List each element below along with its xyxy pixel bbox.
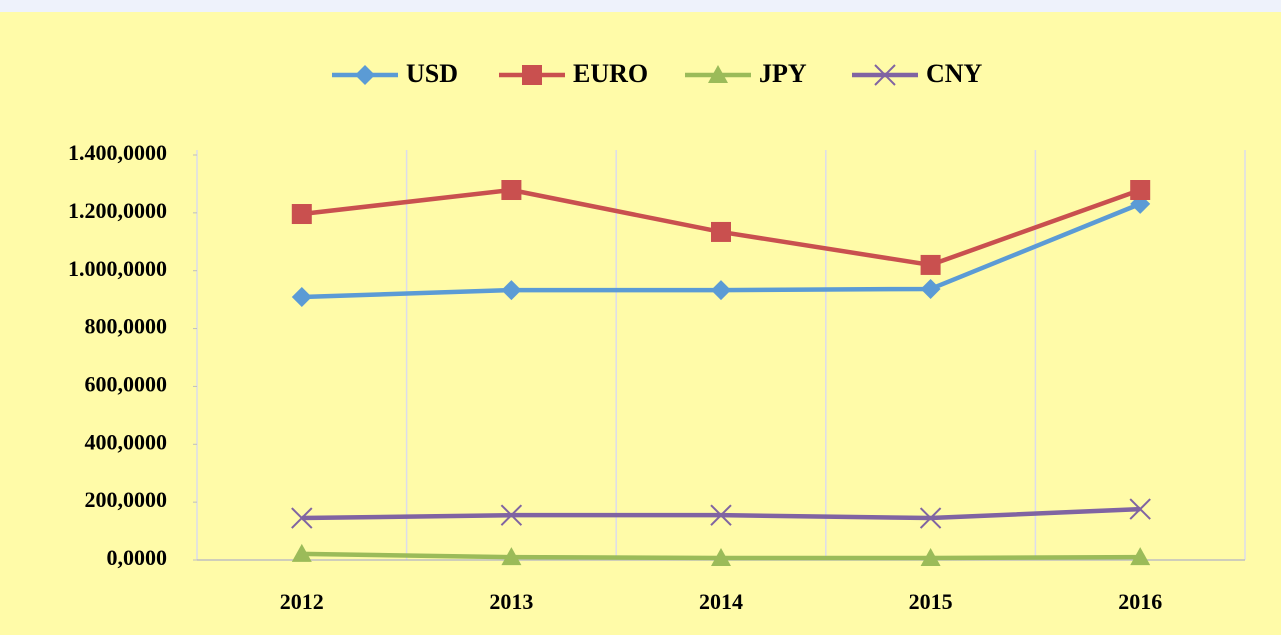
y-tick-label: 400,0000 bbox=[85, 429, 168, 454]
point bbox=[711, 221, 731, 242]
y-tick-label: 1.400,0000 bbox=[68, 140, 167, 165]
legend-item: EURO bbox=[499, 59, 648, 88]
point bbox=[291, 543, 312, 562]
legend-label: USD bbox=[406, 59, 458, 88]
x-tick-label: 2015 bbox=[909, 589, 953, 614]
legend-label: JPY bbox=[759, 59, 807, 88]
chart-background bbox=[0, 12, 1281, 635]
point bbox=[920, 254, 941, 275]
point bbox=[920, 278, 941, 299]
point bbox=[711, 280, 731, 301]
point bbox=[1130, 180, 1151, 201]
x-tick-label: 2012 bbox=[280, 589, 324, 614]
point bbox=[710, 504, 732, 526]
point bbox=[919, 507, 942, 529]
x-tick-label: 2013 bbox=[489, 589, 533, 614]
series-line bbox=[301, 506, 1141, 521]
x-tick-label: 2016 bbox=[1118, 589, 1162, 614]
y-tick-label: 600,0000 bbox=[85, 371, 168, 396]
legend-marker bbox=[708, 65, 728, 83]
point bbox=[501, 547, 522, 566]
point bbox=[501, 180, 522, 201]
point bbox=[291, 287, 312, 308]
point bbox=[1129, 498, 1151, 520]
y-tick-label: 1.000,0000 bbox=[68, 256, 167, 281]
point bbox=[291, 204, 312, 225]
point bbox=[291, 507, 313, 529]
legend-label: EURO bbox=[573, 59, 648, 88]
legend-marker bbox=[355, 65, 375, 85]
y-tick-label: 200,0000 bbox=[85, 487, 168, 512]
legend-marker bbox=[874, 64, 896, 86]
point bbox=[1130, 547, 1151, 566]
legend-item: JPY bbox=[685, 59, 807, 88]
y-tick-label: 0,0000 bbox=[107, 545, 168, 570]
point bbox=[920, 547, 941, 566]
point bbox=[500, 504, 523, 526]
y-tick-label: 1.200,0000 bbox=[68, 198, 167, 223]
legend-item: USD bbox=[332, 59, 458, 88]
y-tick-label: 800,0000 bbox=[85, 314, 168, 339]
point bbox=[501, 280, 522, 301]
legend-item: CNY bbox=[852, 59, 983, 88]
legend-label: CNY bbox=[926, 59, 983, 88]
legend-marker bbox=[522, 65, 542, 85]
point bbox=[711, 547, 731, 566]
x-tick-label: 2014 bbox=[699, 589, 743, 614]
